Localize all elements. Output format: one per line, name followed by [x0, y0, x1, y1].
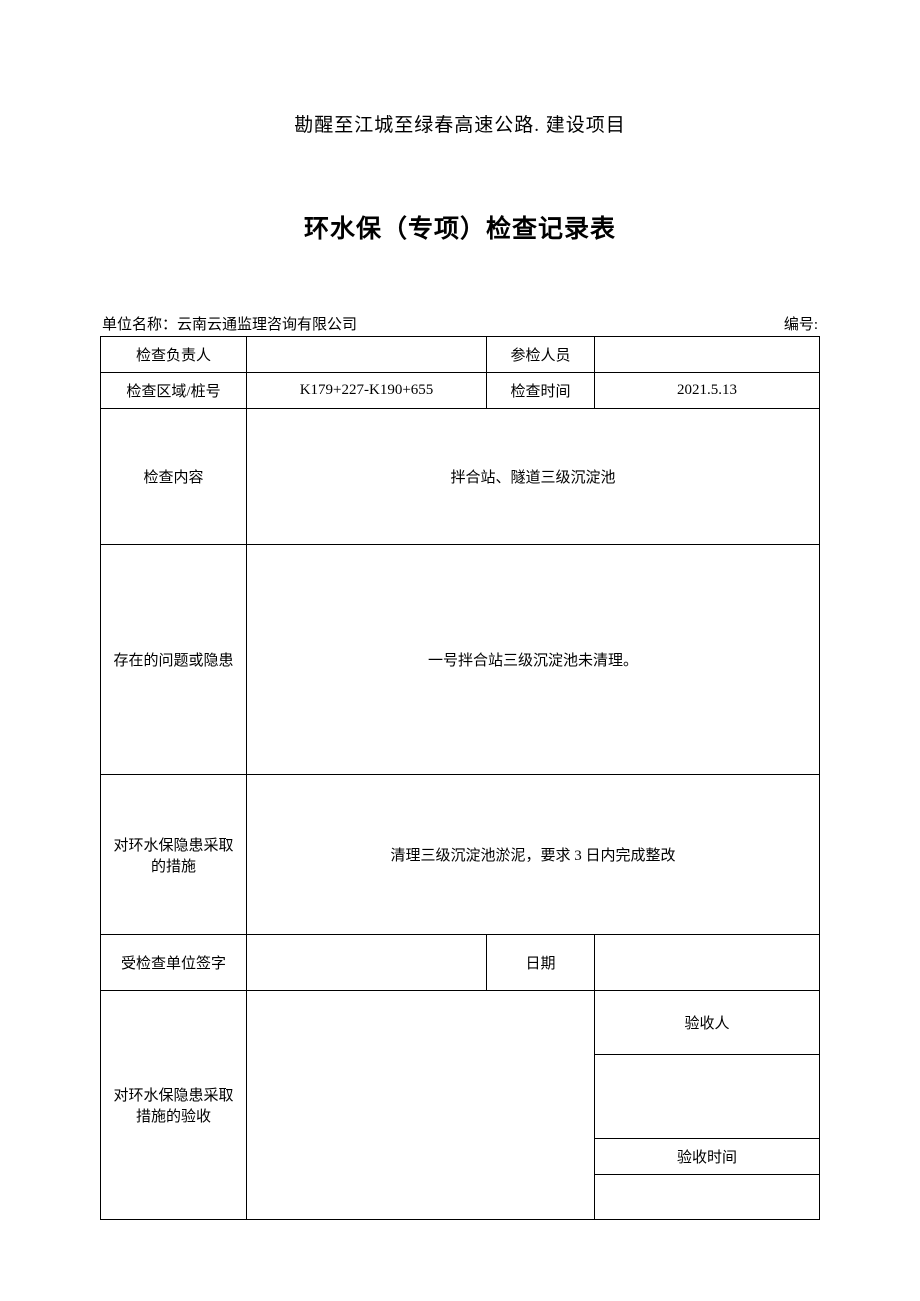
label-area-pile: 检查区域/桩号 [101, 373, 247, 409]
label-acceptance: 对环水保隐患采取措施的验收 [101, 991, 247, 1220]
label-participants: 参检人员 [487, 337, 595, 373]
label-acceptance-time: 验收时间 [595, 1139, 820, 1175]
value-inspector-leader [247, 337, 487, 373]
table-row: 检查负责人 参检人员 [101, 337, 820, 373]
value-acceptor [595, 1055, 820, 1139]
label-issues: 存在的问题或隐患 [101, 545, 247, 775]
form-title: 环水保（专项）检查记录表 [100, 209, 820, 245]
label-acceptor: 验收人 [595, 991, 820, 1055]
value-acceptance-time [595, 1175, 820, 1220]
unit-name: 云南云通监理咨询有限公司 [177, 313, 357, 334]
table-row: 对环水保隐患采取措施的验收 验收人 [101, 991, 820, 1055]
table-row: 对环水保隐患采取的措施 清理三级沉淀池淤泥，要求 3 日内完成整改 [101, 775, 820, 935]
table-row: 检查内容 拌合站、隧道三级沉淀池 [101, 409, 820, 545]
meta-unit: 单位名称： 云南云通监理咨询有限公司 [102, 313, 357, 334]
label-date: 日期 [487, 935, 595, 991]
inspection-form-table: 检查负责人 参检人员 检查区域/桩号 K179+227-K190+655 检查时… [100, 336, 820, 1220]
project-title: 勘醒至江城至绿春高速公路. 建设项目 [100, 110, 820, 137]
label-checked-unit-sign: 受检查单位签字 [101, 935, 247, 991]
label-inspect-time: 检查时间 [487, 373, 595, 409]
table-row: 存在的问题或隐患 一号拌合站三级沉淀池未清理。 [101, 545, 820, 775]
value-inspect-content: 拌合站、隧道三级沉淀池 [247, 409, 820, 545]
value-acceptance-body [247, 991, 595, 1220]
value-issues: 一号拌合站三级沉淀池未清理。 [247, 545, 820, 775]
value-area-pile: K179+227-K190+655 [247, 373, 487, 409]
unit-label: 单位名称： [102, 313, 177, 334]
label-inspector-leader: 检查负责人 [101, 337, 247, 373]
meta-number: 编号: [784, 313, 818, 334]
table-row: 受检查单位签字 日期 [101, 935, 820, 991]
label-measures: 对环水保隐患采取的措施 [101, 775, 247, 935]
value-measures: 清理三级沉淀池淤泥，要求 3 日内完成整改 [247, 775, 820, 935]
table-row: 检查区域/桩号 K179+227-K190+655 检查时间 2021.5.13 [101, 373, 820, 409]
label-inspect-content: 检查内容 [101, 409, 247, 545]
document-page: 勘醒至江城至绿春高速公路. 建设项目 环水保（专项）检查记录表 单位名称： 云南… [0, 0, 920, 1301]
value-date [595, 935, 820, 991]
value-inspect-time: 2021.5.13 [595, 373, 820, 409]
value-checked-unit-sign [247, 935, 487, 991]
number-label: 编号: [784, 317, 818, 333]
value-participants [595, 337, 820, 373]
meta-row: 单位名称： 云南云通监理咨询有限公司 编号: [100, 313, 820, 334]
